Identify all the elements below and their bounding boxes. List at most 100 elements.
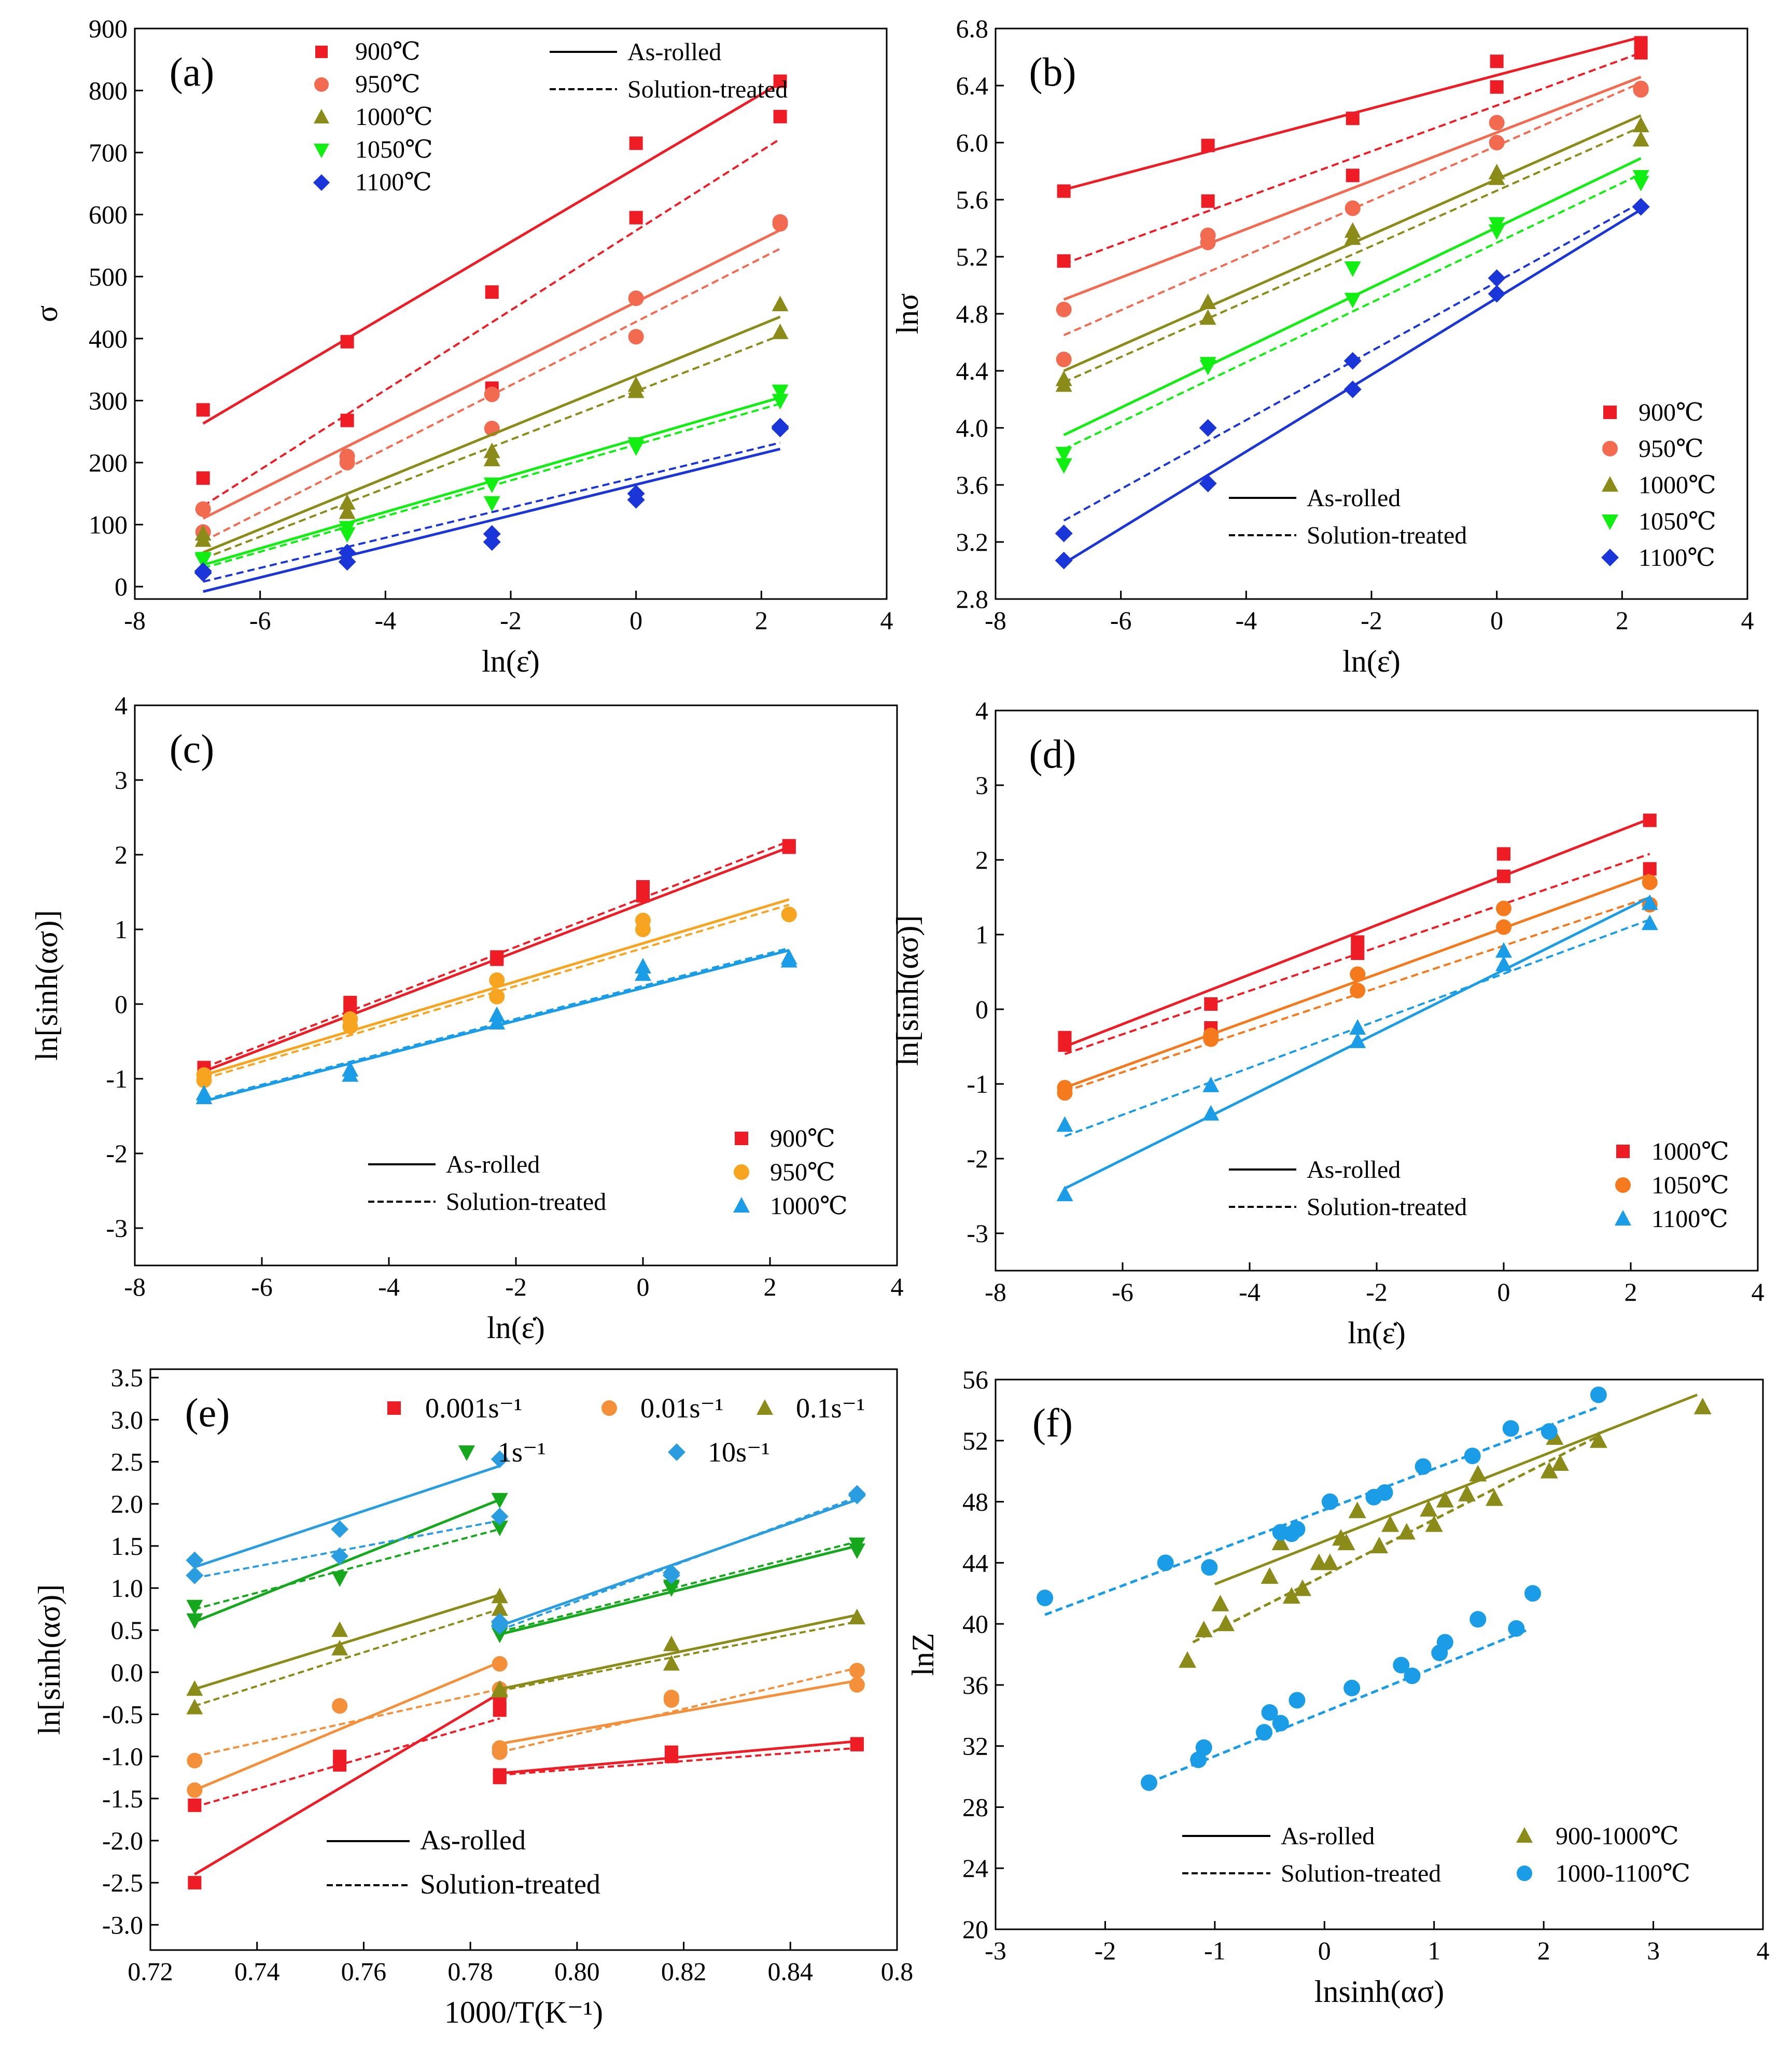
y-tick-label: -0.5 bbox=[102, 1700, 143, 1729]
y-tick-label: 4.4 bbox=[956, 356, 989, 385]
data-point bbox=[1490, 54, 1504, 68]
y-tick-label: 4.8 bbox=[956, 299, 989, 328]
data-point bbox=[196, 471, 210, 485]
data-point bbox=[332, 1698, 348, 1714]
x-tick-label: 0 bbox=[629, 606, 642, 635]
data-point bbox=[194, 531, 212, 547]
legend-label: 900-1000℃ bbox=[1556, 1822, 1679, 1850]
data-point bbox=[1179, 1651, 1196, 1668]
data-point bbox=[1643, 862, 1657, 876]
legend-marker bbox=[314, 109, 329, 123]
data-layer bbox=[1055, 36, 1650, 569]
y-axis-label: lnZ bbox=[906, 1633, 940, 1676]
data-point bbox=[1058, 1038, 1072, 1052]
data-point bbox=[343, 996, 357, 1010]
data-point bbox=[1496, 919, 1511, 935]
data-point bbox=[1200, 234, 1216, 250]
legend-marker bbox=[1616, 1145, 1630, 1158]
legend-label: Solution-treated bbox=[1281, 1860, 1441, 1887]
data-point bbox=[1055, 524, 1073, 542]
y-tick-label: 4 bbox=[975, 696, 988, 725]
legend-marker bbox=[1615, 1210, 1631, 1226]
legend-marker bbox=[601, 1400, 617, 1416]
y-tick-label: 1.0 bbox=[111, 1574, 144, 1603]
data-point bbox=[1195, 1739, 1212, 1756]
y-axis-label: lnσ bbox=[890, 293, 925, 334]
legend-marker bbox=[314, 77, 329, 92]
legend-label: 0.01s⁻¹ bbox=[640, 1393, 723, 1424]
data-point bbox=[489, 989, 505, 1005]
data-point bbox=[1199, 475, 1217, 493]
data-point bbox=[663, 1579, 680, 1595]
y-tick-label: 300 bbox=[89, 386, 128, 415]
x-tick-label: 0.84 bbox=[768, 1957, 814, 1986]
data-point bbox=[1524, 1585, 1541, 1602]
x-tick-label: 4 bbox=[891, 1272, 904, 1301]
legend-marker bbox=[314, 144, 329, 158]
x-tick-label: -4 bbox=[375, 606, 397, 635]
y-tick-label: 1 bbox=[115, 915, 128, 944]
data-point bbox=[1632, 117, 1649, 132]
fit-line-as-rolled bbox=[1214, 1394, 1698, 1585]
data-point bbox=[483, 442, 500, 458]
data-point bbox=[1489, 135, 1505, 150]
x-tick-label: -2 bbox=[500, 606, 522, 635]
x-axis-label: ln(ε̇) bbox=[487, 1311, 545, 1345]
legend-label: Solution-treated bbox=[420, 1869, 600, 1900]
data-point bbox=[195, 1089, 213, 1104]
panel-label: (d) bbox=[1029, 731, 1076, 776]
legend-label: As-rolled bbox=[1307, 1156, 1401, 1184]
x-tick-label: 0.72 bbox=[128, 1957, 173, 1986]
y-tick-label: 40 bbox=[962, 1609, 988, 1638]
data-point bbox=[1055, 551, 1073, 569]
data-point bbox=[1488, 169, 1505, 185]
data-point bbox=[491, 1588, 508, 1604]
data-point bbox=[782, 840, 796, 854]
legend-label: 10s⁻¹ bbox=[708, 1437, 770, 1468]
legend-marker bbox=[387, 1401, 401, 1415]
data-layer bbox=[194, 74, 789, 593]
panel-d: -8 -6 -4 -2 0 2 4 -3 -2 -1 0 1 2 3 4 ln(ε̇) ln[sinh(ασ)]… bbox=[890, 696, 1765, 1350]
data-point bbox=[339, 503, 356, 519]
data-point bbox=[1464, 1447, 1481, 1465]
data-point bbox=[1199, 359, 1216, 375]
data-point bbox=[1348, 1501, 1366, 1519]
data-point bbox=[188, 1876, 202, 1890]
x-tick-label: -4 bbox=[378, 1272, 400, 1301]
data-point bbox=[1057, 254, 1071, 268]
fit-line-solution-treated bbox=[499, 1496, 858, 1632]
data-point bbox=[772, 384, 789, 400]
data-point bbox=[1199, 419, 1217, 437]
data-point bbox=[1203, 1031, 1219, 1047]
data-point bbox=[1346, 112, 1360, 126]
x-tick-label: -4 bbox=[1239, 1277, 1261, 1306]
data-point bbox=[1289, 1692, 1306, 1709]
legend-label: 1000℃ bbox=[1651, 1138, 1729, 1165]
legend-label: 1050℃ bbox=[1639, 508, 1716, 535]
y-tick-label: -2 bbox=[967, 1144, 988, 1173]
data-point bbox=[1349, 1019, 1366, 1035]
data-point bbox=[1056, 1116, 1073, 1132]
legend-label: 900℃ bbox=[1639, 399, 1704, 426]
plot-frame bbox=[995, 709, 1759, 1272]
x-tick-label: -1 bbox=[1204, 1936, 1226, 1965]
data-point bbox=[628, 290, 644, 307]
line-style-legend: As-rolled Solution-treated bbox=[327, 1825, 600, 1900]
data-point bbox=[1057, 184, 1071, 198]
legend-label: 0.1s⁻¹ bbox=[796, 1393, 865, 1424]
fit-line-as-rolled bbox=[1063, 76, 1642, 301]
data-point bbox=[1202, 1105, 1220, 1121]
fit-line-solution-treated bbox=[194, 1520, 500, 1579]
legend-label: As-rolled bbox=[1281, 1822, 1375, 1850]
y-tick-label: 3 bbox=[975, 771, 988, 800]
fit-line-solution-treated bbox=[194, 1608, 500, 1707]
y-tick-label: 20 bbox=[962, 1915, 988, 1944]
legend-label: Solution-treated bbox=[1307, 1193, 1467, 1221]
data-point bbox=[771, 420, 789, 438]
y-axis-label: ln[sinh(ασ)] bbox=[890, 915, 925, 1066]
legend-marker bbox=[1602, 476, 1618, 492]
data-point bbox=[662, 1566, 680, 1584]
data-point bbox=[1381, 1515, 1399, 1532]
data-point bbox=[338, 553, 356, 571]
data-point bbox=[635, 965, 651, 981]
